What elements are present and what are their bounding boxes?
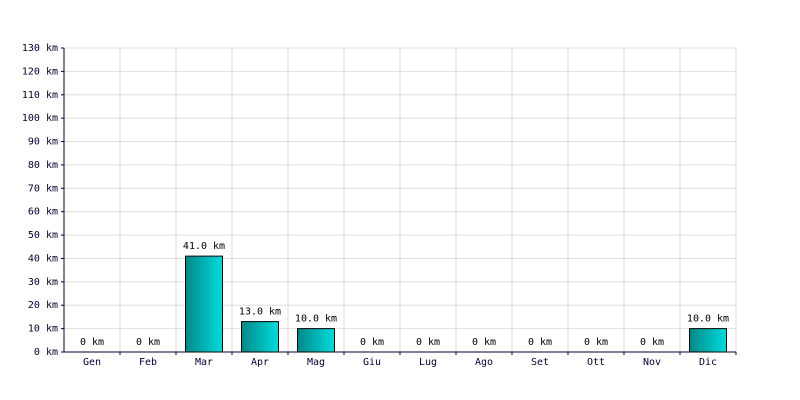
y-tick-label: 60 km — [28, 207, 58, 218]
bar — [297, 328, 335, 353]
x-tick-label: Nov — [643, 357, 661, 368]
x-tick-label: Mag — [307, 357, 325, 368]
x-tick-label: Dic — [699, 357, 717, 368]
value-label: 10.0 km — [295, 314, 337, 325]
value-label: 0 km — [640, 337, 664, 348]
y-tick-label: 40 km — [28, 253, 58, 264]
y-tick-label: 110 km — [22, 90, 58, 101]
bar — [185, 255, 223, 353]
y-tick-label: 80 km — [28, 160, 58, 171]
x-tick-label: Set — [531, 357, 549, 368]
value-label: 41.0 km — [183, 241, 225, 252]
value-label: 0 km — [416, 337, 440, 348]
value-label: 0 km — [472, 337, 496, 348]
y-tick-label: 0 km — [34, 347, 58, 358]
x-tick-label: Feb — [139, 357, 157, 368]
y-tick-label: 120 km — [22, 66, 58, 77]
value-label: 0 km — [528, 337, 552, 348]
y-tick-label: 50 km — [28, 230, 58, 241]
y-tick-label: 130 km — [22, 43, 58, 54]
value-label: 0 km — [80, 337, 104, 348]
bar — [689, 328, 727, 353]
y-tick-label: 90 km — [28, 137, 58, 148]
x-tick-label: Gen — [83, 357, 101, 368]
y-tick-label: 30 km — [28, 277, 58, 288]
value-label: 13.0 km — [239, 307, 281, 318]
value-label: 0 km — [136, 337, 160, 348]
value-label: 0 km — [584, 337, 608, 348]
y-tick-label: 70 km — [28, 183, 58, 194]
x-tick-label: Apr — [251, 357, 269, 368]
y-tick-label: 20 km — [28, 300, 58, 311]
bar — [241, 321, 279, 353]
value-label: 0 km — [360, 337, 384, 348]
x-tick-label: Ago — [475, 357, 493, 368]
y-tick-label: 10 km — [28, 324, 58, 335]
x-tick-label: Lug — [419, 357, 437, 368]
y-tick-label: 100 km — [22, 113, 58, 124]
x-tick-label: Giu — [363, 357, 381, 368]
x-tick-label: Mar — [195, 357, 213, 368]
value-label: 10.0 km — [687, 314, 729, 325]
x-tick-label: Ott — [587, 357, 605, 368]
